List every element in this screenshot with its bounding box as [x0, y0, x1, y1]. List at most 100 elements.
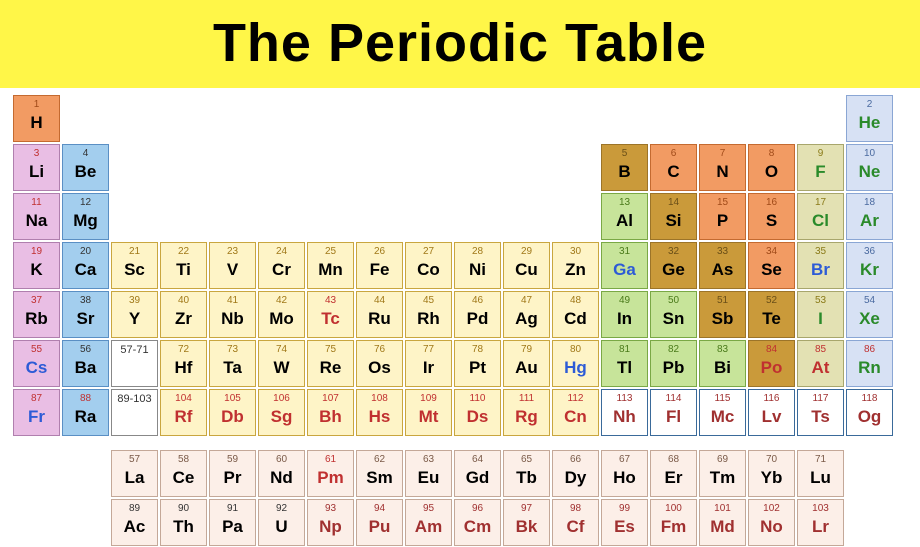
element-cell: 86Rn	[846, 340, 893, 387]
element-cell: 42Mo	[258, 291, 305, 338]
element-cell: 71Lu	[797, 450, 844, 497]
element-symbol: Au	[515, 358, 538, 378]
atomic-number: 29	[521, 247, 532, 257]
element-symbol: Ir	[423, 358, 434, 378]
atomic-number: 42	[276, 296, 287, 306]
element-cell: 43Tc	[307, 291, 354, 338]
element-cell: 38Sr	[62, 291, 109, 338]
element-cell: 7N	[699, 144, 746, 191]
element-cell: 28Ni	[454, 242, 501, 289]
atomic-number: 21	[129, 247, 140, 257]
atomic-number: 79	[521, 345, 532, 355]
element-symbol: U	[275, 517, 287, 537]
element-symbol: Lr	[812, 517, 829, 537]
element-symbol: Tb	[516, 468, 537, 488]
element-cell: 29Cu	[503, 242, 550, 289]
element-cell: 89-103	[111, 389, 158, 436]
element-cell: 72 Hf	[160, 340, 207, 387]
atomic-number: 92	[276, 504, 287, 514]
element-cell: 75Re	[307, 340, 354, 387]
atomic-number: 33	[717, 247, 728, 257]
atomic-number: 46	[472, 296, 483, 306]
element-symbol: Cf	[567, 517, 585, 537]
element-symbol: Cd	[564, 309, 587, 329]
element-symbol: Xe	[859, 309, 880, 329]
element-cell: 83Bi	[699, 340, 746, 387]
element-cell: 4Be	[62, 144, 109, 191]
element-symbol: Te	[762, 309, 781, 329]
atomic-number: 88	[80, 394, 91, 404]
element-cell: 92 U	[258, 499, 305, 546]
atomic-number: 19	[31, 247, 42, 257]
atomic-number: 118	[862, 394, 878, 404]
element-cell: 85At	[797, 340, 844, 387]
element-symbol: Md	[710, 517, 735, 537]
element-symbol: He	[859, 113, 881, 133]
atomic-number: 72	[178, 345, 189, 355]
element-symbol: S	[766, 211, 777, 231]
element-symbol: Lu	[810, 468, 831, 488]
element-symbol: Ds	[467, 407, 489, 427]
element-cell: 109Mt	[405, 389, 452, 436]
atomic-number: 8	[769, 149, 775, 159]
element-symbol: Pb	[663, 358, 685, 378]
element-cell: 14Si	[650, 193, 697, 240]
element-symbol: Sn	[663, 309, 685, 329]
element-symbol: Hf	[175, 358, 193, 378]
element-cell: 57La	[111, 450, 158, 497]
element-symbol: Pt	[469, 358, 486, 378]
element-symbol: W	[273, 358, 289, 378]
element-cell: 94Pu	[356, 499, 403, 546]
element-cell: 97Bk	[503, 499, 550, 546]
element-symbol: Se	[761, 260, 782, 280]
element-symbol: Ar	[860, 211, 879, 231]
atomic-number: 105	[224, 394, 241, 404]
element-cell: 98Cf	[552, 499, 599, 546]
element-cell: 24Cr	[258, 242, 305, 289]
element-cell: 47Ag	[503, 291, 550, 338]
atomic-number: 27	[423, 247, 434, 257]
element-symbol: Mg	[73, 211, 98, 231]
atomic-number: 108	[371, 394, 388, 404]
element-symbol: Sb	[712, 309, 734, 329]
element-symbol: Re	[320, 358, 342, 378]
atomic-number: 107	[322, 394, 339, 404]
element-cell: 11Na	[13, 193, 60, 240]
element-cell: 37Rb	[13, 291, 60, 338]
element-symbol: Mt	[419, 407, 439, 427]
atomic-number: 55	[31, 345, 42, 355]
atomic-number: 57	[129, 455, 140, 465]
element-cell: 58Ce	[160, 450, 207, 497]
atomic-number: 116	[764, 394, 780, 404]
atomic-number: 39	[129, 296, 140, 306]
atomic-number: 2	[867, 100, 873, 110]
element-cell: 115Mc	[699, 389, 746, 436]
atomic-number: 30	[570, 247, 581, 257]
atomic-number: 6	[671, 149, 677, 159]
element-symbol: In	[617, 309, 632, 329]
atomic-number: 15	[717, 198, 728, 208]
element-cell: 90Th	[160, 499, 207, 546]
atomic-number: 14	[668, 198, 679, 208]
element-cell: 31Ga	[601, 242, 648, 289]
atomic-number: 60	[276, 455, 287, 465]
element-cell: 106Sg	[258, 389, 305, 436]
element-cell: 88Ra	[62, 389, 109, 436]
element-cell: 114Fl	[650, 389, 697, 436]
atomic-number: 101	[714, 504, 731, 514]
element-cell: 13Al	[601, 193, 648, 240]
element-cell: 6C	[650, 144, 697, 191]
atomic-number: 45	[423, 296, 434, 306]
element-symbol: Bk	[516, 517, 538, 537]
element-symbol: Tl	[617, 358, 632, 378]
atomic-number: 54	[864, 296, 875, 306]
element-symbol: Hg	[564, 358, 587, 378]
atomic-number: 77	[423, 345, 434, 355]
atomic-number: 31	[619, 247, 630, 257]
element-symbol: Eu	[418, 468, 440, 488]
element-cell: 15P	[699, 193, 746, 240]
element-symbol: Rh	[417, 309, 440, 329]
element-symbol: No	[760, 517, 783, 537]
element-cell: 76Os	[356, 340, 403, 387]
element-symbol: Sc	[124, 260, 145, 280]
